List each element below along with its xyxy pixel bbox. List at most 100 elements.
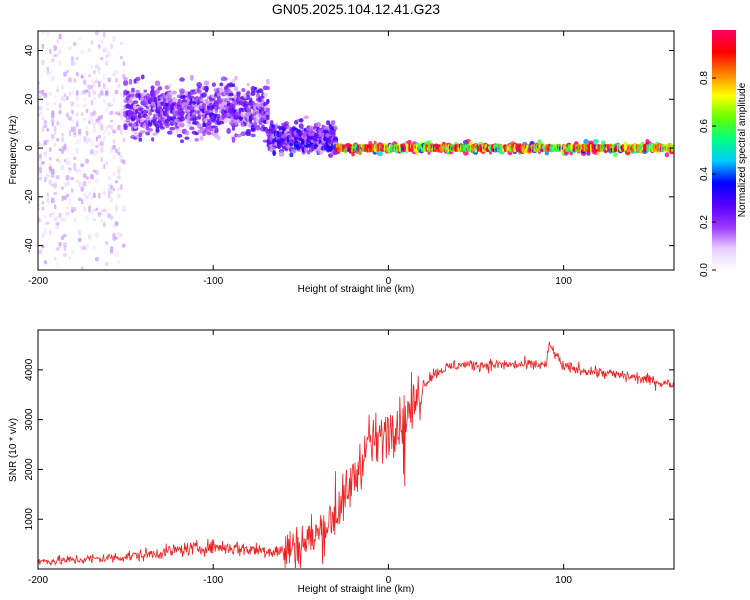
heatmap-cell bbox=[63, 98, 67, 102]
heatmap-cell bbox=[102, 32, 106, 38]
heatmap-cell bbox=[54, 94, 57, 99]
heatmap-cell bbox=[231, 78, 236, 84]
heatmap-cell bbox=[219, 87, 224, 92]
heatmap-cell bbox=[596, 150, 600, 156]
snr-panel: -200 -100 0 100 1000 2000 3000 4000 Height of … bbox=[8, 329, 675, 595]
heatmap-cell bbox=[120, 232, 123, 238]
heatmap-cell bbox=[257, 88, 264, 94]
heatmap-cell bbox=[56, 158, 59, 162]
heatmap-cell bbox=[98, 192, 101, 199]
heatmap-cell bbox=[56, 262, 59, 268]
heatmap-cell bbox=[53, 143, 57, 147]
heatmap-cell bbox=[131, 87, 135, 93]
heatmap-cell bbox=[102, 99, 106, 103]
heatmap-cell bbox=[48, 157, 53, 161]
heatmap-cell bbox=[107, 192, 111, 199]
heatmap-cell bbox=[120, 55, 123, 60]
heatmap-cell bbox=[83, 103, 87, 108]
heatmap-cell bbox=[105, 47, 109, 54]
heatmap-cell bbox=[107, 188, 111, 195]
heatmap-cell bbox=[184, 130, 190, 136]
heatmap-cell bbox=[165, 113, 170, 118]
heatmap-cell bbox=[58, 241, 62, 247]
colorbar-tick-label: 0.2 bbox=[699, 215, 710, 229]
heatmap-cell bbox=[38, 94, 42, 98]
heatmap-cell bbox=[56, 52, 60, 57]
heatmap-cell bbox=[214, 125, 218, 132]
heatmap-cell bbox=[100, 157, 103, 163]
heatmap-cell bbox=[95, 207, 99, 211]
colorbar-tick-label: 0.8 bbox=[699, 71, 710, 85]
heatmap-cell bbox=[115, 148, 118, 154]
heatmap-cell bbox=[87, 84, 92, 91]
heatmap-cell bbox=[122, 159, 126, 165]
heatmap-cell bbox=[71, 56, 74, 62]
heatmap-cell bbox=[442, 144, 447, 152]
heatmap-cell bbox=[56, 120, 59, 126]
heatmap-cell bbox=[58, 159, 62, 165]
heatmap-cell bbox=[56, 215, 60, 222]
heatmap-cell bbox=[107, 77, 111, 82]
x-tick-label: -200 bbox=[28, 276, 48, 287]
heatmap-cell bbox=[43, 153, 47, 159]
heatmap-cell bbox=[39, 166, 42, 173]
heatmap-cell bbox=[61, 195, 64, 202]
heatmap-cell bbox=[82, 79, 87, 85]
heatmap-cell bbox=[104, 60, 109, 66]
heatmap-cell bbox=[41, 116, 45, 121]
heatmap-cell bbox=[81, 182, 84, 186]
heatmap-cell bbox=[128, 97, 133, 103]
heatmap-cell bbox=[63, 92, 67, 98]
heatmap-cell bbox=[104, 240, 109, 247]
heatmap-cell bbox=[110, 184, 113, 190]
heatmap-cell bbox=[112, 155, 116, 161]
heatmap-cell bbox=[83, 73, 86, 79]
heatmap-cell bbox=[50, 57, 55, 63]
heatmap-cell bbox=[110, 214, 113, 221]
heatmap-cell bbox=[266, 78, 270, 85]
heatmap-cell bbox=[100, 88, 104, 92]
heatmap-cell bbox=[122, 137, 126, 143]
heatmap-cell bbox=[43, 92, 48, 98]
bottom-x-axis-label: Height of straight line (km) bbox=[298, 584, 415, 595]
heatmap-cell bbox=[80, 186, 84, 192]
heatmap-cell bbox=[66, 95, 69, 101]
heatmap-cell bbox=[61, 132, 64, 137]
heatmap-cell bbox=[206, 120, 212, 126]
heatmap-cell bbox=[98, 92, 101, 99]
heatmap-cell bbox=[613, 152, 618, 158]
top-x-axis-label: Height of straight line (km) bbox=[298, 284, 415, 295]
heatmap-cell bbox=[117, 124, 121, 131]
heatmap-cell bbox=[107, 213, 111, 219]
heatmap-cell bbox=[53, 217, 57, 222]
heatmap-cell bbox=[415, 150, 419, 156]
heatmap-cell bbox=[75, 148, 79, 153]
heatmap-cell bbox=[49, 71, 52, 75]
heatmap-cell bbox=[75, 95, 79, 101]
heatmap-cell bbox=[265, 111, 271, 115]
heatmap-cell bbox=[121, 208, 126, 212]
heatmap-cell bbox=[100, 209, 103, 216]
heatmap-cell bbox=[102, 83, 106, 89]
heatmap-cell bbox=[228, 92, 234, 97]
heatmap-cell bbox=[90, 87, 94, 92]
heatmap-cell bbox=[139, 130, 146, 134]
heatmap-cell bbox=[58, 110, 62, 115]
heatmap-cell bbox=[115, 208, 118, 212]
heatmap-cell bbox=[50, 118, 55, 123]
y-tick-label: 4000 bbox=[24, 358, 35, 381]
heatmap-cell bbox=[352, 144, 356, 152]
heatmap-cell bbox=[562, 144, 567, 152]
heatmap-cell bbox=[233, 86, 239, 92]
colorbar-tick-label: 0.4 bbox=[699, 167, 710, 181]
heatmap-cell bbox=[78, 182, 81, 188]
heatmap-cell bbox=[50, 212, 55, 216]
heatmap-cell bbox=[112, 129, 116, 134]
heatmap-cell bbox=[141, 74, 145, 80]
heatmap-cell bbox=[99, 141, 104, 147]
heatmap-cell bbox=[168, 84, 172, 88]
heatmap-cell bbox=[172, 90, 177, 95]
heatmap-cell bbox=[120, 92, 123, 98]
y-tick-label: 2000 bbox=[24, 458, 35, 481]
heatmap-cell bbox=[65, 181, 70, 187]
